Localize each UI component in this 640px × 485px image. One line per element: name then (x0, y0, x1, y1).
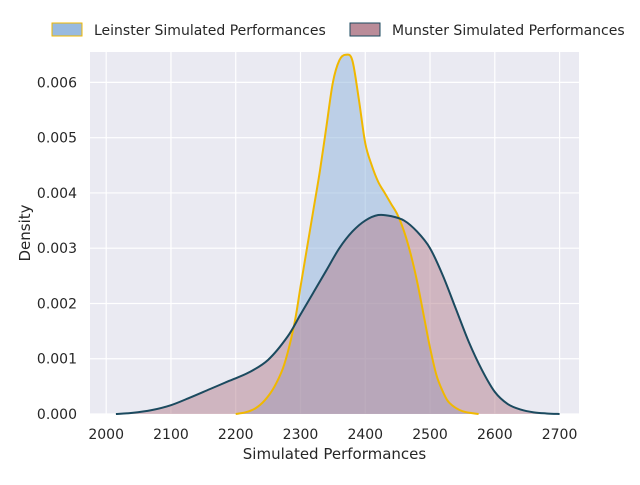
y-axis-ticks: 0.000 0.001 0.002 0.003 0.004 0.005 0.006 (37, 75, 77, 423)
density-line-leinster (235, 53, 479, 415)
y-tick-label: 0.000 (37, 407, 77, 423)
x-tick-label: 2300 (283, 427, 319, 443)
density-areas (115, 53, 560, 415)
legend: Leinster Simulated Performances Munster … (51, 22, 625, 39)
x-axis-label: Simulated Performances (243, 445, 427, 463)
x-tick-label: 2700 (542, 427, 578, 443)
density-line-munster (115, 213, 560, 415)
y-axis-label: Density (16, 204, 34, 261)
y-tick-label: 0.003 (37, 241, 77, 257)
x-axis-ticks: 2000 2100 2200 2300 2400 2500 2600 2700 (88, 427, 577, 443)
legend-label-leinster: Leinster Simulated Performances (94, 23, 326, 39)
legend-swatch-munster (349, 22, 381, 37)
x-tick-label: 2200 (218, 427, 254, 443)
y-tick-label: 0.004 (37, 186, 77, 202)
legend-label-munster: Munster Simulated Performances (392, 23, 625, 39)
y-tick-label: 0.006 (37, 75, 77, 91)
density-area-munster (115, 214, 560, 414)
x-tick-label: 2600 (477, 427, 513, 443)
x-tick-label: 2400 (347, 427, 383, 443)
x-tick-label: 2100 (153, 427, 189, 443)
x-tick-label: 2500 (412, 427, 448, 443)
y-tick-label: 0.001 (37, 352, 77, 368)
x-tick-label: 2000 (88, 427, 124, 443)
legend-swatch-leinster (51, 22, 83, 37)
y-tick-label: 0.005 (37, 131, 77, 147)
y-tick-label: 0.002 (37, 296, 77, 312)
